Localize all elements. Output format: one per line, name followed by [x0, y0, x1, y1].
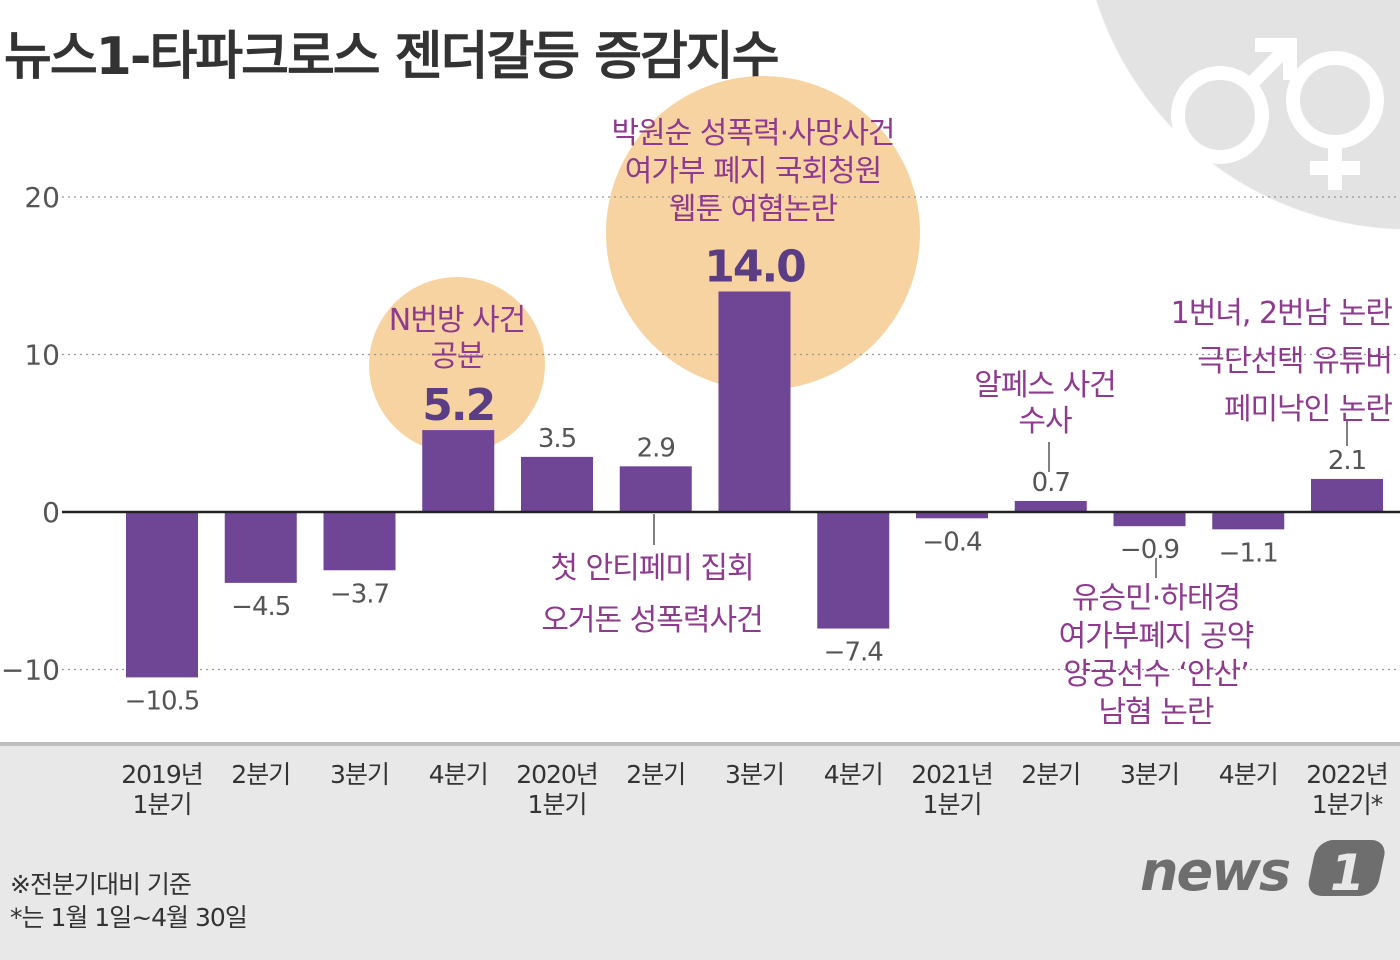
annotation-line: 여가부 폐지 국회청원 [624, 154, 882, 189]
note-period: *는 1월 1일~4월 30일 [10, 903, 248, 932]
value-label: 14.0 [704, 242, 805, 293]
x-tick-label-line: 1분기 [922, 790, 983, 819]
x-tick-label-line: 1분기 [132, 790, 193, 819]
bar [718, 291, 791, 512]
x-tick-label: 2022년 1분기* [1297, 760, 1397, 820]
x-tick-label-line: 2019년 [121, 760, 204, 789]
y-tick-label: −10 [1, 654, 60, 687]
x-tick-label-line: 3분기 [1120, 760, 1180, 789]
annotation: 유승민·하태경 여가부폐지 공약 양궁선수 ‘안산’ 남혐 논란 [1058, 580, 1255, 732]
bar [224, 512, 297, 583]
value-label: 0.7 [1032, 468, 1070, 498]
gender-symbols-icon [1171, 38, 1384, 190]
decorative-circle [1080, 0, 1400, 232]
value-label: 3.5 [538, 424, 576, 454]
x-tick-label: 4분기 [1198, 760, 1298, 790]
x-tick-label: 4분기 [408, 760, 508, 790]
bar [1212, 512, 1285, 530]
x-tick-label: 4분기 [803, 760, 903, 790]
x-tick-label-line: 1분기 [527, 790, 588, 819]
highlight-circle [606, 76, 920, 390]
annotation-line: 극단선택 유튜버 [1197, 344, 1393, 379]
x-tick-label-line: 2022년 [1306, 760, 1389, 789]
y-tick-label: 10 [24, 339, 60, 372]
x-tick-label-line: 2021년 [911, 760, 994, 789]
footer-panel [0, 742, 1400, 960]
x-tick-label: 3분기 [1100, 760, 1200, 790]
value-label: −1.1 [1219, 538, 1278, 568]
annotation-line: 유승민·하태경 [1071, 581, 1241, 616]
x-tick-label: 3분기 [310, 760, 410, 790]
annotation-line: 여가부폐지 공약 [1058, 619, 1255, 654]
x-tick-label-line: 4분기 [428, 760, 489, 789]
value-label: −0.9 [1120, 535, 1179, 565]
x-tick-label: 2분기 [1001, 760, 1101, 790]
annotation-line: 웹툰 여혐논란 [668, 192, 838, 227]
news1-logo: news 1 [1140, 840, 1385, 898]
value-label: 5.2 [422, 380, 494, 431]
x-tick-label-line: 1분기* [1311, 790, 1383, 819]
bar [422, 430, 495, 512]
annotation-line: 첫 안티페미 집회 [550, 551, 754, 586]
svg-text:1: 1 [1330, 844, 1365, 898]
annotation-line: 오거돈 성폭력사건 [541, 603, 763, 638]
value-label: 2.9 [637, 433, 675, 463]
annotation-line: 알페스 사건 [974, 368, 1117, 403]
value-label: −0.4 [922, 527, 982, 557]
value-label: −4.5 [231, 592, 290, 622]
bar [1014, 500, 1087, 512]
annotation-line: 수사 [1018, 404, 1072, 439]
x-tick-label-line: 4분기 [823, 760, 884, 789]
female-symbol-icon [1286, 51, 1384, 190]
x-tick-label-line: 4분기 [1218, 760, 1279, 789]
bar [619, 466, 692, 512]
x-tick-label: 2020년 1분기 [507, 760, 607, 820]
bar [916, 512, 988, 519]
x-tick-label-line: 2분기 [626, 760, 686, 789]
value-label: 2.1 [1328, 446, 1366, 476]
annotation-line: 페미낙인 논란 [1223, 392, 1393, 427]
annotation-line: N번방 사건 [388, 303, 526, 338]
value-label: −7.4 [824, 638, 884, 668]
male-symbol-icon [1171, 38, 1297, 164]
x-tick-label: 2019년 1분기 [112, 760, 212, 820]
x-tick-label-line: 2020년 [516, 760, 599, 789]
x-tick-label: 2분기 [606, 760, 706, 790]
note-basis: ※전분기대비 기준 [10, 870, 192, 899]
annotation: N번방 사건 공분 [388, 303, 526, 375]
bar [817, 512, 890, 629]
annotation-line: 양궁선수 ‘안산’ [1063, 657, 1249, 692]
chart-title: 뉴스1-타파크로스 젠더갈등 증감지수 [4, 27, 780, 87]
annotation-line: 1번녀, 2번남 논란 [1170, 296, 1393, 331]
annotation: 박원순 성폭력·사망사건 여가부 폐지 국회청원 웹툰 여혐논란 [611, 115, 895, 229]
y-tick-label: 0 [42, 496, 60, 529]
annotation-line: 남혐 논란 [1098, 695, 1215, 730]
annotation-line: 박원순 성폭력·사망사건 [611, 116, 895, 151]
bar [323, 512, 396, 571]
x-tick-label: 2021년 1분기 [902, 760, 1002, 820]
x-tick-label: 2분기 [211, 760, 311, 790]
annotation: 알페스 사건 수사 [974, 368, 1117, 440]
highlight-circle [369, 277, 545, 453]
y-tick-label: 20 [24, 181, 60, 214]
value-label: −3.7 [330, 579, 389, 609]
bar [521, 456, 593, 512]
bar [126, 512, 198, 678]
x-tick-label-line: 2분기 [231, 760, 291, 789]
x-tick-label: 3분기 [705, 760, 805, 790]
x-tick-label-line: 2분기 [1021, 760, 1081, 789]
value-label: −10.5 [125, 686, 200, 716]
bar [1311, 478, 1383, 512]
svg-text:news: news [1140, 840, 1290, 898]
bar [1113, 512, 1186, 527]
x-tick-label-line: 3분기 [725, 760, 785, 789]
annotation-line: 공분 [430, 339, 484, 374]
x-tick-label-line: 3분기 [330, 760, 390, 789]
